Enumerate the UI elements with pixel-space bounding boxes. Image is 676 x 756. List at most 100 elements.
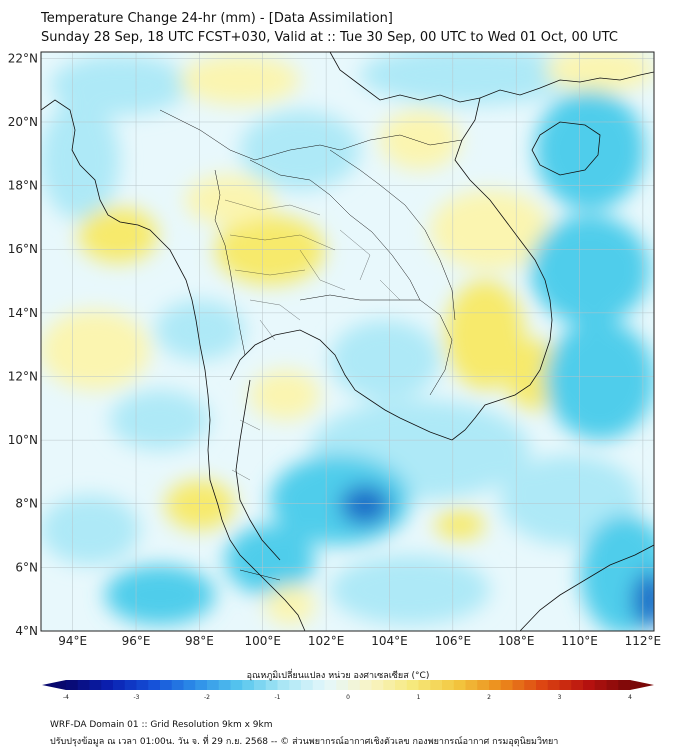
- latitude-labels: 22°N 20°N 18°N 16°N 14°N 12°N 10°N 8°N 6°N 4°N: [8, 51, 38, 638]
- colorbar-cell: [66, 680, 79, 690]
- colorbar-cell: [348, 680, 361, 690]
- warm-area: [165, 480, 235, 530]
- vietnam-coast: [451, 97, 553, 441]
- colorbar-cell: [124, 680, 137, 690]
- latitude-label: 18°N: [8, 179, 38, 193]
- cool-area: [225, 525, 315, 595]
- warm-area: [430, 190, 550, 270]
- longitude-labels: 94°E 96°E 98°E 100°E 102°E 104°E 106°E 108°E 110…: [58, 634, 661, 648]
- colorbar-cell: [477, 680, 490, 690]
- colorbar-cell: [524, 680, 537, 690]
- longitude-label: 102°E: [308, 634, 345, 648]
- china-south-coast: [329, 52, 654, 103]
- colorbar-cell: [618, 680, 631, 690]
- cool-area: [360, 52, 580, 105]
- colorbar-cell: [136, 680, 149, 690]
- temperature-field: [41, 52, 654, 631]
- malay-peninsula: [221, 379, 306, 631]
- warm-area: [180, 55, 300, 105]
- warm-area: [265, 585, 315, 625]
- latitude-label: 10°N: [8, 433, 38, 447]
- colorbar-ticks: -4 -3 -2 -1 0 1 2 3 4: [63, 694, 632, 701]
- colorbar-tick-label: 3: [558, 694, 562, 701]
- warm-area: [435, 510, 485, 540]
- cool-area: [41, 495, 140, 565]
- colorbar-cell: [148, 680, 161, 690]
- colorbar-cell: [207, 680, 220, 690]
- longitude-label: 94°E: [58, 634, 87, 648]
- footer-model-info: WRF-DA Domain 01 :: Grid Resolution 9km …: [50, 720, 273, 730]
- latitude-label: 8°N: [15, 497, 38, 511]
- colorbar-extend-high: [630, 680, 654, 690]
- colorbar-cell: [265, 680, 278, 690]
- warm-area: [545, 52, 654, 92]
- colorbar-cell: [395, 680, 408, 690]
- cool-area: [41, 100, 120, 220]
- map-subtitle: Sunday 28 Sep, 18 UTC FCST+030, Valid at…: [41, 30, 618, 45]
- longitude-label: 98°E: [185, 634, 214, 648]
- colorbar-cell: [383, 680, 396, 690]
- colorbar-cell: [406, 680, 419, 690]
- colorbar-cell: [113, 680, 126, 690]
- border-laos-vietnam: [329, 149, 456, 321]
- colorbar-tick-label: -3: [134, 694, 140, 701]
- colorbar-cell: [242, 680, 255, 690]
- latitude-label: 14°N: [8, 306, 38, 320]
- colorbar-cell: [89, 680, 102, 690]
- colorbar-cell: [489, 680, 502, 690]
- colorbar-cell: [289, 680, 302, 690]
- latitude-label: 22°N: [8, 51, 38, 65]
- colorbar-cell: [324, 680, 337, 690]
- colorbar-cell: [371, 680, 384, 690]
- colorbar-cell: [583, 680, 596, 690]
- hainan-island: [531, 121, 601, 176]
- border-myanmar-thailand: [214, 169, 246, 356]
- colorbar-cell: [453, 680, 466, 690]
- province-lines: [224, 199, 401, 481]
- latitude-label: 4°N: [15, 624, 38, 638]
- cool-area: [530, 215, 650, 325]
- colorbar-cell: [254, 680, 267, 690]
- longitude-label: 106°E: [435, 634, 472, 648]
- colorbar-extend-low: [42, 680, 66, 690]
- longitude-label: 100°E: [245, 634, 282, 648]
- map-frame: [40, 51, 655, 632]
- colorbar-cells: [66, 680, 631, 690]
- latitude-label: 16°N: [8, 242, 38, 256]
- cool-area: [330, 555, 490, 625]
- longitude-label: 112°E: [625, 634, 662, 648]
- colorbar-cell: [430, 680, 443, 690]
- national-borders: [159, 109, 463, 581]
- latitude-label: 6°N: [15, 560, 38, 574]
- border-malaysia-thailand: [239, 569, 281, 581]
- warm-area: [445, 280, 525, 390]
- colorbar-cell: [171, 680, 184, 690]
- myanmar-coast: [41, 99, 223, 521]
- colorbar-cell: [77, 680, 90, 690]
- warm-area: [41, 310, 150, 390]
- colorbar-cell: [101, 680, 114, 690]
- colorbar: -4 -3 -2 -1 0 1 2 3 4: [42, 680, 654, 701]
- border-china: [159, 109, 463, 161]
- colorbar-cell: [571, 680, 584, 690]
- longitude-label: 110°E: [561, 634, 598, 648]
- colorbar-cell: [160, 680, 173, 690]
- colorbar-cell: [536, 680, 549, 690]
- colorbar-cell: [301, 680, 314, 690]
- map-title: Temperature Change 24-hr (mm) - [Data As…: [41, 11, 393, 26]
- colorbar-cell: [312, 680, 325, 690]
- cold-spot: [340, 485, 390, 525]
- border-cambodia: [299, 294, 453, 396]
- border-thailand-laos: [249, 159, 421, 301]
- cold-spot: [632, 572, 654, 628]
- cool-area: [105, 565, 215, 625]
- warm-area: [78, 207, 158, 263]
- colorbar-cell: [547, 680, 560, 690]
- longitude-label: 96°E: [122, 634, 151, 648]
- colorbar-tick-label: 2: [487, 694, 491, 701]
- colorbar-cell: [218, 680, 231, 690]
- thailand-gulf-coast: [229, 329, 453, 441]
- coastlines: [41, 52, 654, 631]
- colorbar-cell: [195, 680, 208, 690]
